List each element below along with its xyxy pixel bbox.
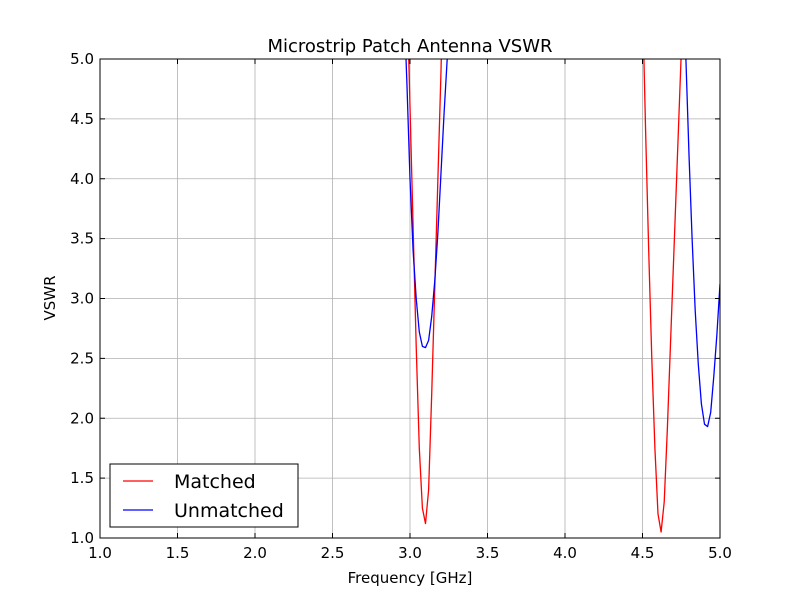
- y-tick-label: 2.5: [70, 349, 94, 367]
- y-tick-label: 3.0: [70, 290, 94, 308]
- x-tick-label: 2.0: [243, 544, 267, 562]
- x-tick-label: 1.0: [88, 544, 112, 562]
- series-layer: [405, 59, 720, 533]
- x-tick-label: 3.0: [398, 544, 422, 562]
- legend-label-matched: Matched: [174, 471, 256, 493]
- x-tick-label: 5.0: [708, 544, 732, 562]
- axis-ticks: 1.0 1.5 2.0 2.5 3.0 3.5 4.0 4.5 5.0 1.0 1.5 2.0 2.5 3…: [70, 50, 732, 562]
- y-tick-label: 1.0: [70, 529, 94, 547]
- x-tick-label: 2.5: [321, 544, 345, 562]
- x-tick-label: 4.0: [553, 544, 577, 562]
- legend-box: [109, 463, 299, 528]
- legend: Matched Unmatched: [109, 463, 299, 528]
- series-line-matched-2: [643, 59, 682, 533]
- y-tick-label: 4.0: [70, 170, 94, 188]
- chart-title: Microstrip Patch Antenna VSWR: [267, 36, 552, 57]
- x-tick-label: 1.5: [166, 544, 190, 562]
- y-tick-label: 2.0: [70, 409, 94, 427]
- y-axis-label: VSWR: [41, 275, 59, 320]
- legend-label-unmatched: Unmatched: [174, 500, 284, 522]
- x-tick-label: 3.5: [476, 544, 500, 562]
- series-line-matched-1: [408, 59, 442, 525]
- x-axis-label: Frequency [GHz]: [348, 569, 473, 587]
- x-tick-label: 4.5: [631, 544, 655, 562]
- y-tick-label: 4.5: [70, 110, 94, 128]
- y-tick-label: 1.5: [70, 469, 94, 487]
- series-line-unmatched-1: [405, 59, 448, 349]
- series-line-unmatched-2: [685, 59, 720, 428]
- y-tick-label: 3.5: [70, 230, 94, 248]
- y-tick-label: 5.0: [70, 50, 94, 68]
